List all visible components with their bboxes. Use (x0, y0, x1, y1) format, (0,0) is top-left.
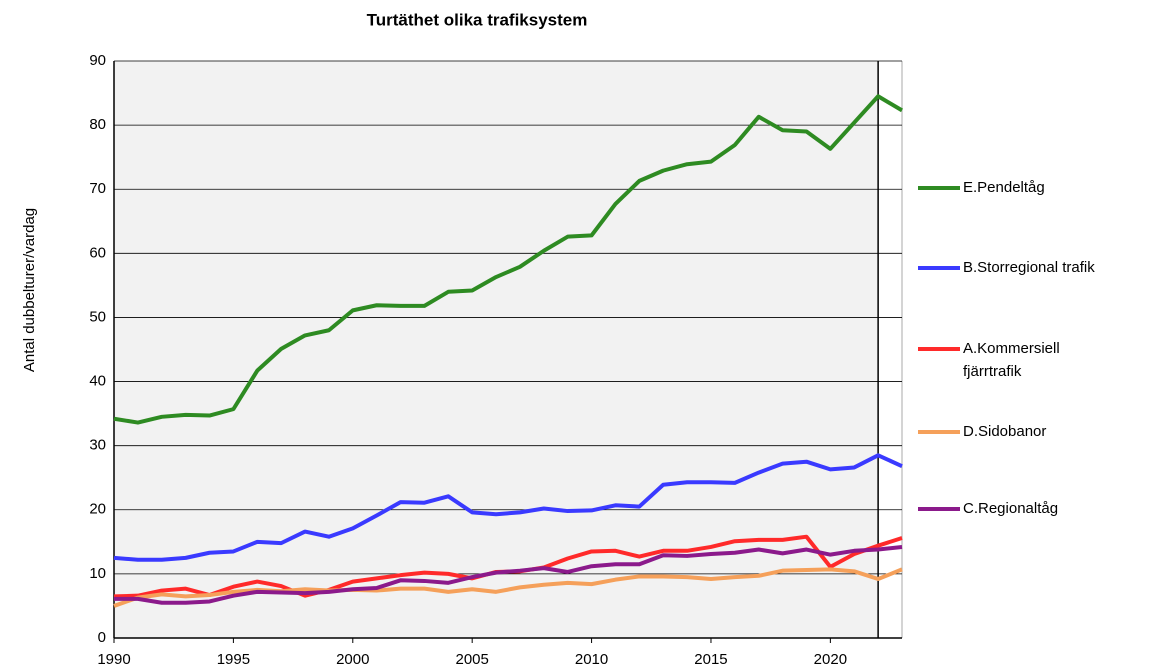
series-line (113, 94, 904, 425)
y-tick-label: 40 (89, 373, 106, 390)
x-tick-label: 1995 (217, 651, 250, 668)
x-tick-label: 2020 (814, 651, 847, 668)
y-tick-label: 30 (89, 437, 106, 454)
x-tick-label: 1990 (97, 651, 130, 668)
series-line (114, 544, 903, 605)
chart-title: Turtäthet olika trafiksystem (367, 10, 588, 29)
legend-label: B.Storregional trafik (963, 259, 1095, 276)
y-tick-label: 60 (89, 244, 106, 261)
series-line (113, 567, 903, 608)
x-tick-label: 2005 (455, 651, 488, 668)
y-axis-label: Antal dubbelturer/vardag (21, 208, 38, 372)
y-tick-label: 0 (98, 629, 106, 646)
legend-label: E.Pendeltåg (963, 179, 1045, 196)
x-tick-label: 2010 (575, 651, 608, 668)
y-tick-label: 80 (89, 116, 106, 133)
x-tick-label: 2000 (336, 651, 369, 668)
legend-label: D.Sidobanor (963, 423, 1046, 440)
x-tick-label: 2015 (694, 651, 727, 668)
legend-label: C.Regionaltåg (963, 500, 1058, 517)
y-tick-label: 50 (89, 308, 106, 325)
legend-label: A.Kommersiell fjärrtrafik (963, 340, 1060, 380)
y-tick-label: 90 (89, 52, 106, 69)
y-tick-label: 20 (89, 501, 106, 518)
y-tick-label: 10 (89, 565, 106, 582)
series-line (113, 453, 903, 562)
y-tick-label: 70 (89, 180, 106, 197)
